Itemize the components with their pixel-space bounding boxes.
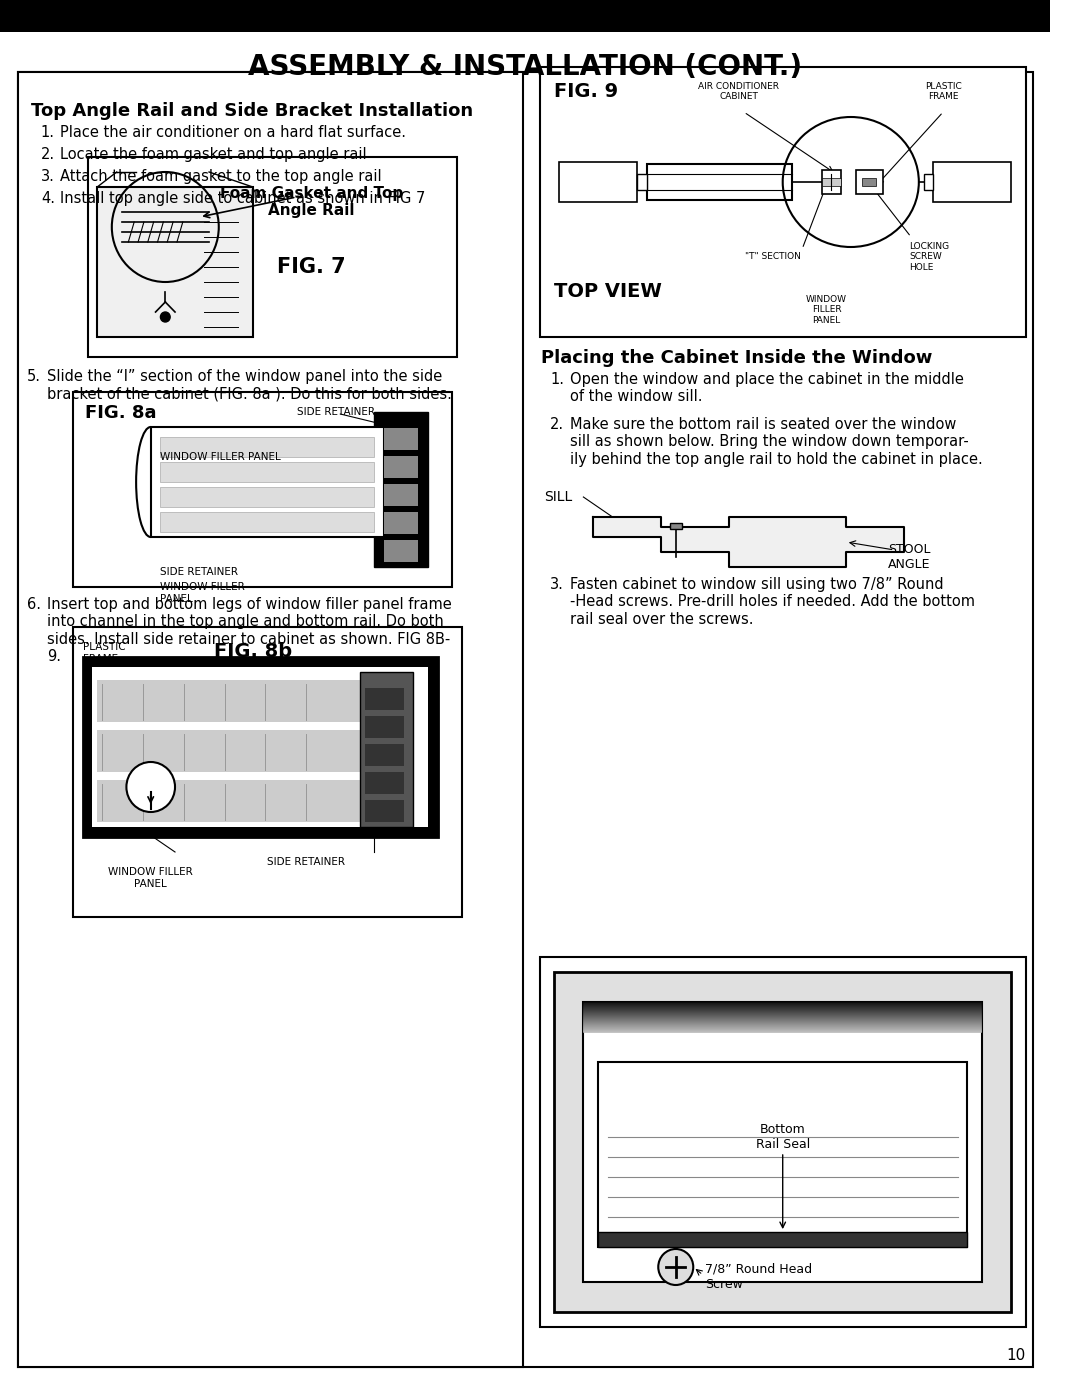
Text: SIDE RETAINER: SIDE RETAINER [267, 856, 346, 868]
Text: SIDE RETAINER: SIDE RETAINER [297, 407, 375, 416]
Text: FIG. 8a: FIG. 8a [84, 404, 157, 422]
Circle shape [161, 312, 171, 321]
Text: Bottom
Rail Seal: Bottom Rail Seal [756, 1123, 810, 1151]
Circle shape [658, 1249, 693, 1285]
Bar [670, 522, 681, 529]
Text: WINDOW FILLER
PANEL: WINDOW FILLER PANEL [108, 868, 193, 888]
Bar [598, 1062, 968, 1248]
Text: Open the window and place the cabinet in the middle
of the window sill.: Open the window and place the cabinet in… [570, 372, 963, 404]
Bar [384, 455, 418, 478]
Text: Foam Gasket and Top
Angle Rail: Foam Gasket and Top Angle Rail [219, 186, 403, 218]
Bar [598, 1232, 968, 1248]
Bar [161, 488, 375, 507]
Text: Placing the Cabinet Inside the Window: Placing the Cabinet Inside the Window [541, 349, 932, 367]
Bar [923, 175, 933, 190]
Text: AIR CONDITIONER
CABINET: AIR CONDITIONER CABINET [699, 82, 780, 102]
Bar [97, 187, 253, 337]
Text: Slide the “l” section of the window panel into the side
bracket of the cabinet (: Slide the “l” section of the window pane… [46, 369, 451, 401]
Text: TOP VIEW: TOP VIEW [554, 282, 662, 300]
Bar [0, 0, 1050, 36]
Bar [540, 957, 1026, 1327]
Bar [863, 177, 876, 186]
Text: 2.: 2. [551, 416, 565, 432]
Bar [365, 745, 404, 766]
Bar [384, 541, 418, 562]
Bar [540, 67, 1026, 337]
Bar [647, 163, 793, 200]
Bar [365, 717, 404, 738]
Bar [161, 437, 375, 457]
Bar [365, 687, 404, 710]
Text: Top Angle Rail and Side Bracket Installation: Top Angle Rail and Side Bracket Installa… [31, 102, 473, 120]
Text: SIDE RETAINER: SIDE RETAINER [161, 567, 239, 577]
Bar [87, 156, 457, 358]
Text: Attach the foam gasket to the top angle rail: Attach the foam gasket to the top angle … [60, 169, 382, 184]
Text: FIG. 9: FIG. 9 [554, 82, 619, 101]
Bar [73, 627, 462, 916]
Text: STOOL
ANGLE: STOOL ANGLE [888, 543, 930, 571]
Bar [375, 412, 428, 567]
Text: PLASTIC
FRAME: PLASTIC FRAME [924, 82, 961, 102]
Text: 3.: 3. [41, 169, 55, 184]
Bar [360, 672, 414, 827]
Text: Place the air conditioner on a hard flat surface.: Place the air conditioner on a hard flat… [60, 124, 406, 140]
Bar [0, 32, 1050, 42]
Bar [365, 800, 404, 821]
Bar [559, 162, 637, 203]
Text: Insert top and bottom legs of window filler panel frame
into channel in the top : Insert top and bottom legs of window fil… [46, 597, 451, 664]
Bar [151, 427, 384, 536]
Text: 1.: 1. [41, 124, 55, 140]
Text: Fasten cabinet to window sill using two 7/8” Round
-Head screws. Pre-drill holes: Fasten cabinet to window sill using two … [570, 577, 975, 627]
Bar [384, 427, 418, 450]
Text: 2.: 2. [41, 147, 55, 162]
Text: "T" SECTION: "T" SECTION [745, 251, 801, 261]
Text: WINDOW
FILLER
PANEL: WINDOW FILLER PANEL [806, 295, 847, 324]
Text: SILL: SILL [544, 490, 572, 504]
Bar [554, 972, 1011, 1312]
Text: WINDOW FILLER
PANEL: WINDOW FILLER PANEL [161, 583, 245, 604]
Text: 3.: 3. [551, 577, 564, 592]
Bar [933, 162, 1011, 203]
Text: FIG. 8b: FIG. 8b [214, 643, 292, 661]
Bar [73, 393, 453, 587]
Bar [93, 666, 428, 827]
Text: 4.: 4. [41, 191, 55, 205]
Text: LOCKING
SCREW
HOLE: LOCKING SCREW HOLE [909, 242, 949, 272]
Circle shape [126, 761, 175, 812]
Text: 5.: 5. [27, 369, 41, 384]
Text: PLASTIC
FRAME: PLASTIC FRAME [83, 643, 125, 664]
Bar [822, 177, 841, 186]
Text: Locate the foam gasket and top angle rail: Locate the foam gasket and top angle rai… [60, 147, 367, 162]
Bar [822, 170, 841, 194]
Bar [583, 1002, 982, 1282]
Text: Install top angle side to cabinet as shown in FIG 7: Install top angle side to cabinet as sho… [60, 191, 426, 205]
Bar [161, 462, 375, 482]
Text: 1.: 1. [551, 372, 565, 387]
Text: Make sure the bottom rail is seated over the window
sill as shown below. Bring t: Make sure the bottom rail is seated over… [570, 416, 983, 467]
Text: 10: 10 [1007, 1348, 1026, 1362]
Text: FIG. 7: FIG. 7 [276, 257, 346, 277]
Text: 7/8” Round Head
Screw: 7/8” Round Head Screw [705, 1263, 812, 1291]
Polygon shape [593, 517, 904, 567]
Text: WINDOW FILLER PANEL: WINDOW FILLER PANEL [161, 453, 281, 462]
Bar [384, 483, 418, 506]
Text: ASSEMBLY & INSTALLATION (CONT.): ASSEMBLY & INSTALLATION (CONT.) [248, 53, 802, 81]
Bar [365, 773, 404, 793]
Bar [161, 511, 375, 532]
Bar [97, 780, 369, 821]
Bar [637, 175, 647, 190]
Bar [97, 731, 369, 773]
Bar [384, 511, 418, 534]
Bar [83, 657, 437, 837]
Text: 6.: 6. [27, 597, 41, 612]
Bar [17, 73, 523, 1368]
Bar [97, 680, 369, 722]
Bar [855, 170, 882, 194]
